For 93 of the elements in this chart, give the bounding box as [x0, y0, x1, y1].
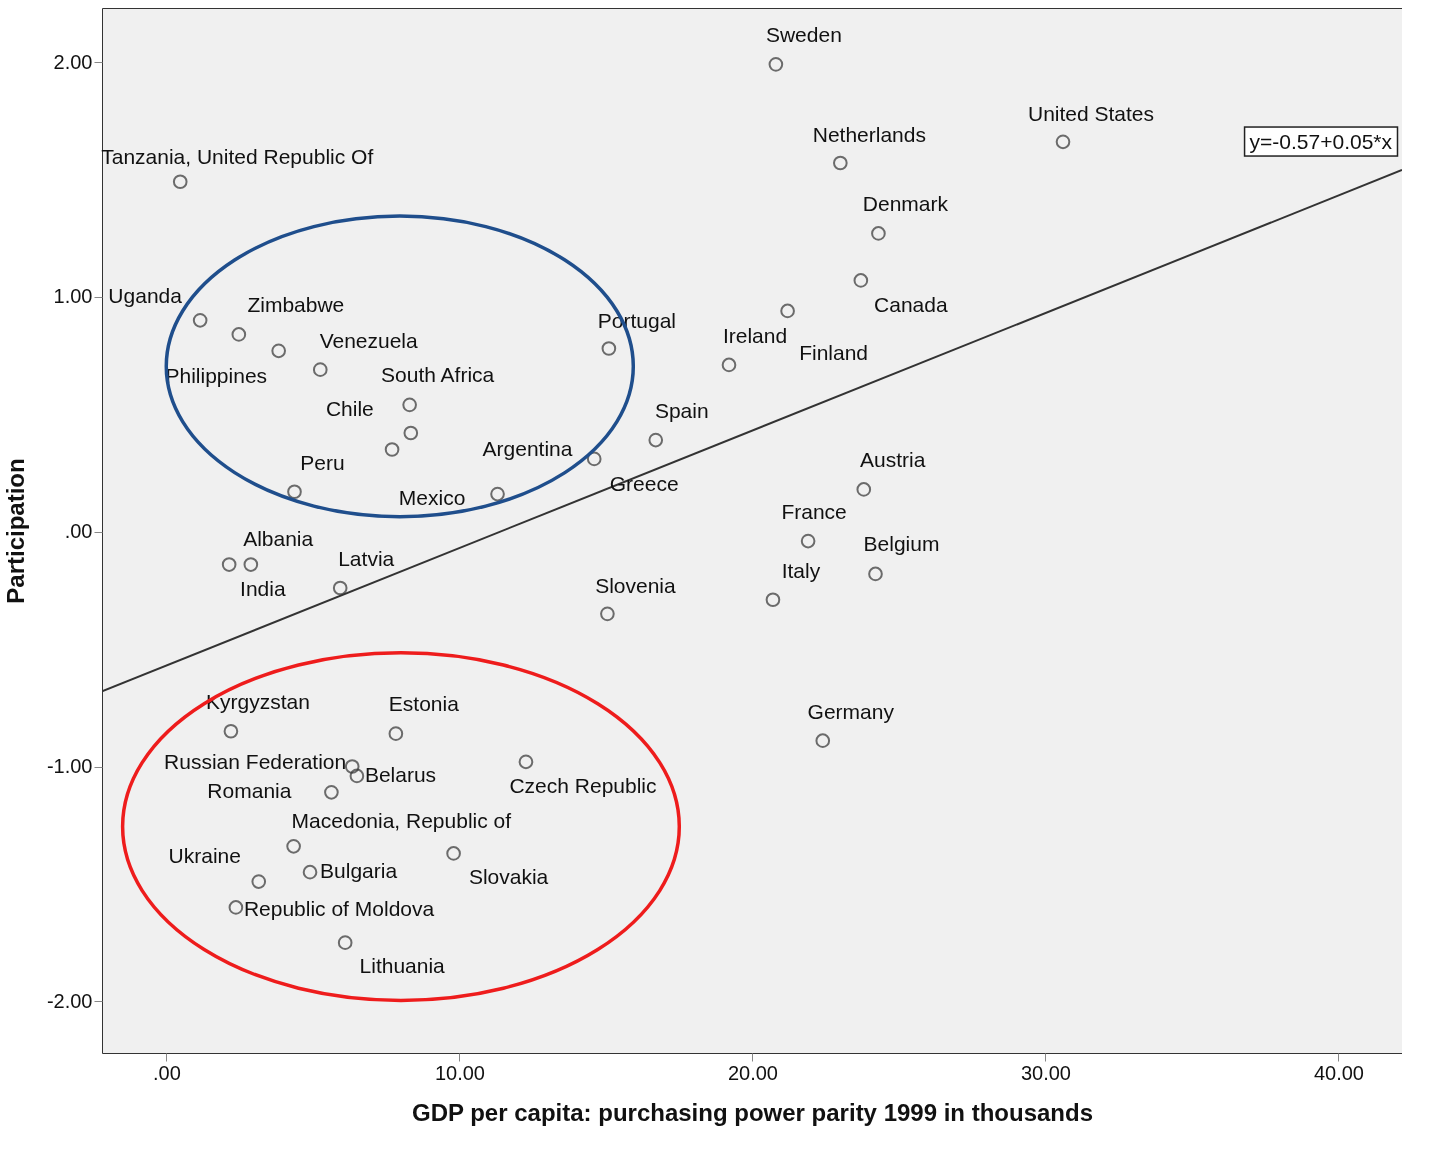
annotation: United States	[1027, 101, 1155, 125]
point	[402, 397, 417, 413]
annotation: Bulgaria	[320, 859, 398, 883]
annotation: Czech Republic	[509, 773, 657, 797]
annotation: Netherlands	[812, 122, 926, 146]
y-tick-label: -2.00	[46, 989, 93, 1012]
annotation: Albania	[243, 526, 314, 550]
point	[172, 174, 188, 190]
point	[324, 785, 339, 800]
point	[721, 357, 737, 373]
annotation: Venezuela	[319, 328, 419, 352]
point	[800, 533, 816, 549]
y-axis-title: Participation	[1, 458, 29, 604]
annotation: Sweden	[765, 23, 842, 47]
point	[312, 362, 328, 377]
x-axis-title: GDP per capita: purchasing power parity 1999 in thousands	[411, 1098, 1094, 1126]
point	[271, 343, 286, 359]
point	[231, 327, 247, 342]
x-tick-label: 10.00	[434, 1061, 485, 1084]
annotation: Greece	[609, 471, 679, 495]
point	[388, 726, 404, 741]
point	[337, 935, 353, 950]
annotation: Germany	[807, 699, 895, 723]
annotation: Lithuania	[359, 953, 446, 977]
point	[243, 557, 259, 572]
point	[648, 432, 664, 448]
point	[768, 57, 784, 72]
annotation: Philippines	[165, 363, 268, 387]
point	[223, 723, 239, 739]
point	[192, 313, 208, 328]
annotation: Latvia	[338, 547, 395, 571]
annotation: Zimbabwe	[247, 293, 345, 317]
point	[332, 580, 348, 596]
point	[815, 733, 831, 748]
x-tick-label: 30.00	[1020, 1061, 1071, 1084]
annotation: Argentina	[482, 437, 573, 461]
annotation: Kyrgyzstan	[205, 690, 310, 714]
annotation: Ireland	[722, 323, 788, 347]
annotation: Finland	[799, 340, 869, 364]
point	[384, 442, 400, 457]
annotation: Slovenia	[595, 573, 676, 597]
x-tick-label: 40.00	[1313, 1061, 1364, 1084]
point	[871, 226, 886, 241]
annotation: Russian Federation	[164, 749, 347, 773]
annotation: Mexico	[398, 486, 466, 510]
y-tick-label: .00	[64, 520, 93, 543]
annotation: South Africa	[381, 362, 495, 386]
point	[765, 592, 781, 608]
point	[344, 759, 360, 774]
annotation: Peru	[300, 450, 345, 474]
annotation: Chile	[325, 397, 374, 421]
point	[780, 303, 795, 319]
y-tick-label: 2.00	[53, 50, 93, 73]
point	[833, 155, 848, 171]
point	[287, 484, 302, 500]
point	[228, 900, 244, 915]
point	[286, 839, 301, 854]
annotation: Spain	[654, 399, 709, 423]
point	[868, 566, 883, 582]
annotation: Denmark	[862, 192, 949, 216]
annotation: India	[240, 576, 286, 600]
annotation: Romania	[207, 779, 292, 803]
annotation: Ukraine	[168, 843, 241, 867]
annotation: Macedonia, Republic of	[291, 809, 512, 833]
point	[601, 341, 617, 356]
annotation: Italy	[781, 558, 821, 582]
point	[302, 864, 318, 880]
annotation: Slovakia	[468, 865, 549, 889]
annotation: Uganda	[108, 284, 183, 308]
point	[1055, 134, 1071, 150]
annotation: France	[781, 500, 847, 524]
annotation: Belarus	[364, 762, 437, 786]
annotation: Austria	[860, 448, 926, 472]
point	[446, 846, 461, 861]
annotation: y=-0.57+0.05*x	[1249, 130, 1393, 154]
point	[518, 754, 534, 770]
annotation: Canada	[874, 293, 948, 317]
point	[586, 451, 602, 467]
x-tick-label: 20.00	[727, 1061, 778, 1084]
point	[853, 273, 869, 288]
x-tick-label: .00	[153, 1061, 181, 1084]
point	[403, 425, 419, 441]
point	[600, 606, 615, 622]
annotation: Belgium	[863, 531, 940, 555]
point	[349, 768, 365, 784]
annotation: Republic of Moldova	[243, 897, 435, 921]
point	[221, 557, 237, 572]
point	[856, 482, 872, 497]
annotation: Estonia	[388, 691, 460, 715]
point	[251, 874, 267, 889]
y-tick-label: 1.00	[53, 285, 93, 308]
point	[490, 486, 505, 502]
y-tick-label: -1.00	[46, 755, 93, 778]
